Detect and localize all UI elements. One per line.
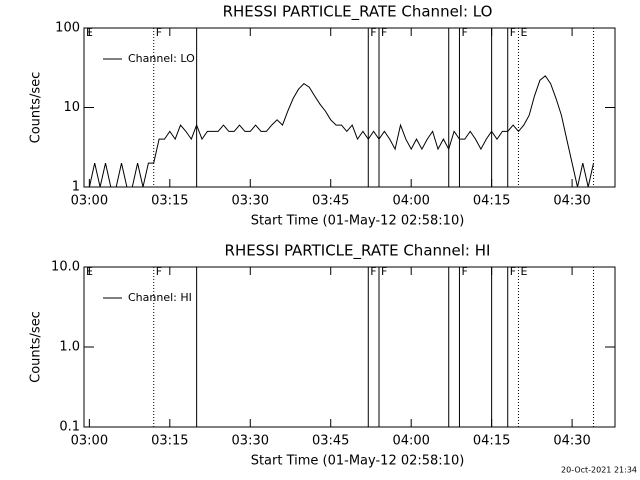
flag-label: E [86,265,93,278]
flag-label: E [520,26,527,39]
flag-label: F [370,265,376,278]
y-tick-label: 0.1 [59,420,80,435]
x-tick-label: 04:30 [553,194,590,209]
y-axis-label: Counts/sec [29,72,44,144]
x-tick-label: 04:00 [392,434,429,449]
flag-label: E [520,265,527,278]
x-axis-label: Start Time (01-May-12 02:58:10) [251,454,465,469]
flag-label: F [510,265,516,278]
x-tick-label: 03:00 [71,194,108,209]
flag-label: F [381,265,387,278]
x-tick-label: 03:45 [312,194,349,209]
timestamp: 20-Oct-2021 21:34 [561,466,637,475]
flag-label: F [156,26,162,39]
y-tick-label: 10 [63,100,80,115]
legend-label: Channel: HI [128,291,192,304]
x-tick-label: 03:00 [71,434,108,449]
flag-label: E [86,26,93,39]
x-tick-label: 03:15 [151,194,188,209]
flag-label: F [461,265,467,278]
x-tick-label: 03:30 [232,434,269,449]
x-tick-label: 03:30 [232,194,269,209]
flag-label: F [156,265,162,278]
flag-label: F [461,26,467,39]
chart-title: RHESSI PARTICLE_RATE Channel: HI [225,242,491,261]
flag-label: F [381,26,387,39]
x-tick-label: 03:15 [151,434,188,449]
flag-label: F [510,26,516,39]
y-tick-label: 1 [72,180,80,195]
y-axis-label: Counts/sec [29,311,44,383]
legend-label: Channel: LO [128,52,195,65]
chart-title: RHESSI PARTICLE_RATE Channel: LO [223,3,493,22]
x-tick-label: 04:15 [473,194,510,209]
x-tick-label: 03:45 [312,434,349,449]
y-tick-label: 10.0 [51,260,80,275]
x-tick-label: 04:00 [392,194,429,209]
y-tick-label: 1.0 [59,340,80,355]
x-tick-label: 04:15 [473,434,510,449]
x-axis-label: Start Time (01-May-12 02:58:10) [251,214,465,229]
y-tick-label: 100 [55,21,80,36]
x-tick-label: 04:30 [553,434,590,449]
flag-label: F [370,26,376,39]
data-line [88,75,594,188]
